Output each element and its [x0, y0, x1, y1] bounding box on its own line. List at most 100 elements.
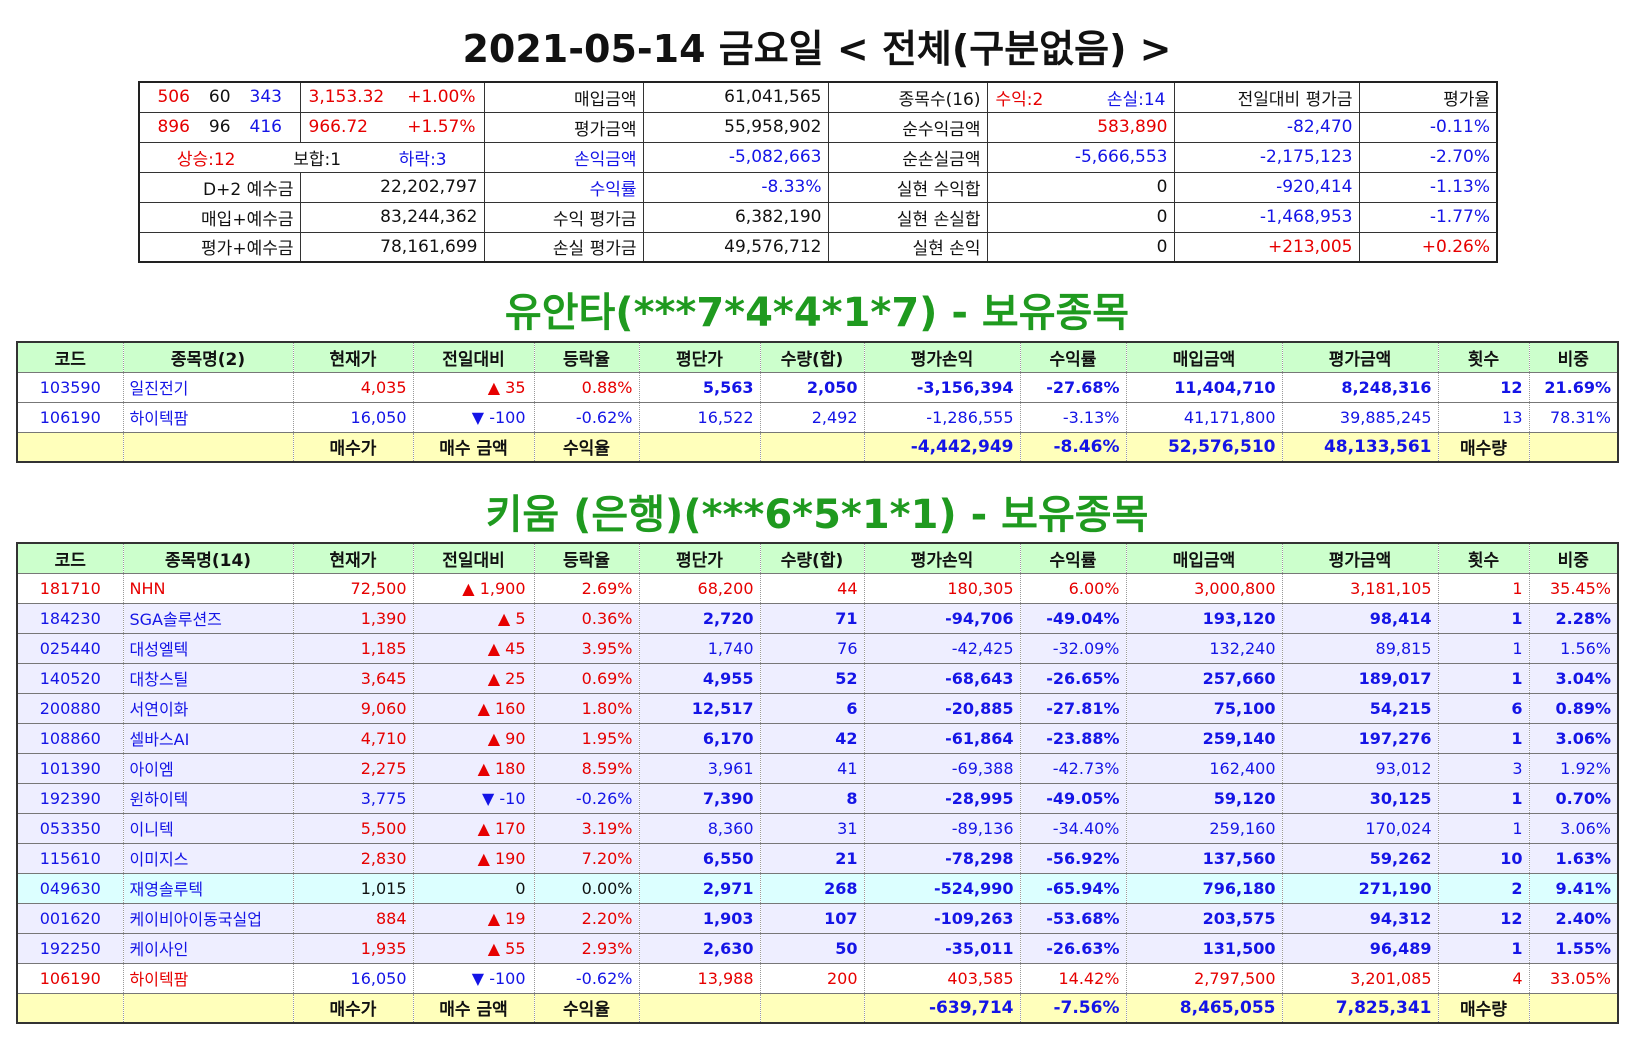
summary-cell: +0.26% — [1358, 231, 1498, 263]
stock-cell: -109,263 — [863, 903, 1021, 934]
stock-cell: 132,240 — [1125, 633, 1283, 664]
summary-cell: -1.77% — [1358, 201, 1498, 233]
stock-cell: 001620 — [16, 903, 124, 934]
stock-cell: 0.70% — [1528, 783, 1619, 814]
stock-cell: 2.69% — [533, 573, 640, 604]
stock-cell: -3,156,394 — [863, 372, 1021, 403]
stock-cell: 1 — [1437, 663, 1530, 694]
stock-row: 108860 셀바스AI 4,710 ▲ 90 1.95% 6,170 42 -61,864-… — [16, 723, 1619, 754]
summary-value: 78,161,699 — [380, 236, 478, 257]
summary-part: 506 — [157, 87, 190, 108]
summary-value: +0.26% — [1421, 236, 1490, 257]
summary-row: 506 60 343 3,153.32 +1.00% 매입금액 61,041,565 종목수(… — [138, 81, 1498, 113]
stock-cell: ▲ 45 — [412, 633, 535, 664]
stock-cell: 192250 — [16, 933, 124, 964]
stock-cell: -49.04% — [1019, 603, 1127, 634]
column-header: 등락율 — [533, 543, 640, 574]
stock-cell: 50 — [759, 933, 865, 964]
stock-cell: -28,995 — [863, 783, 1021, 814]
summary-cell: 수익률 — [483, 171, 644, 203]
summary-cell: 0 — [986, 171, 1175, 203]
stock-cell: ▲ 1,900 — [412, 573, 535, 604]
footer-empty — [638, 993, 761, 1024]
summary-parts: 수익:2 손실:14 — [994, 85, 1168, 110]
column-header: 수익률 — [1019, 342, 1127, 373]
summary-value: -1.77% — [1429, 207, 1490, 227]
column-header: 평가금액 — [1281, 342, 1439, 373]
page-title: 2021-05-14 금요일 < 전체(구분없음) > — [462, 27, 1172, 71]
stock-cell: 6,550 — [638, 843, 761, 874]
stock-cell: -68,643 — [863, 663, 1021, 694]
footer-label: 매수량 — [1437, 432, 1530, 463]
stock-cell: 0.69% — [533, 663, 640, 694]
stock-cell: -3.13% — [1019, 402, 1127, 433]
stock-cell: 21.69% — [1528, 372, 1619, 403]
stock-cell: 6 — [1437, 693, 1530, 724]
column-header: 코드 — [16, 342, 124, 373]
stock-cell: 75,100 — [1125, 693, 1283, 724]
stock-cell: 884 — [292, 903, 414, 934]
stock-cell: 96,489 — [1281, 933, 1439, 964]
summary-value: -5,082,663 — [728, 147, 822, 167]
stock-cell: 271,190 — [1281, 873, 1439, 904]
stock-cell: 403,585 — [863, 963, 1021, 994]
stock-cell: 107 — [759, 903, 865, 934]
stock-cell: 7,390 — [638, 783, 761, 814]
stock-cell: 115610 — [16, 843, 124, 874]
stock-cell: 아이엠 — [122, 753, 294, 784]
stock-cell: 0 — [412, 873, 535, 904]
stock-cell: 16,522 — [638, 402, 761, 433]
summary-part: 수익:2 — [995, 89, 1044, 110]
stock-cell: ▼ -100 — [412, 963, 535, 994]
stock-cell: -65.94% — [1019, 873, 1127, 904]
stock-cell: 200880 — [16, 693, 124, 724]
footer-empty — [1528, 432, 1619, 463]
stock-cell: 1 — [1437, 933, 1530, 964]
stock-cell: 재영솔루텍 — [122, 873, 294, 904]
stock-cell: -53.68% — [1019, 903, 1127, 934]
summary-cell: -2,175,123 — [1173, 141, 1360, 173]
stock-cell: 3.04% — [1528, 663, 1619, 694]
summary-value: -0.11% — [1429, 117, 1490, 137]
stock-cell: 3,961 — [638, 753, 761, 784]
footer-label: 매수 금액 — [412, 993, 535, 1024]
summary-value: -82,470 — [1286, 117, 1353, 137]
column-header: 전일대비 — [412, 342, 535, 373]
footer-value: 52,576,510 — [1125, 432, 1283, 463]
summary-value: 손실 평가금 — [552, 239, 637, 260]
holdings-table: 코드 종목명(2) 현재가 전일대비 등락율 평단가 수량(합) 평가손익 수익률 매입금액 평가금… — [16, 341, 1619, 463]
summary-cell: 실현 수익합 — [827, 171, 988, 203]
summary-cell: 실현 손익 — [827, 231, 988, 263]
summary-value: 0 — [1156, 207, 1168, 227]
stock-cell: 1 — [1437, 813, 1530, 844]
stock-cell: -35,011 — [863, 933, 1021, 964]
stock-cell: ▲ 90 — [412, 723, 535, 754]
summary-cell: 83,244,362 — [299, 201, 485, 233]
summary-part: 966.72 — [308, 117, 368, 137]
stock-cell: 10 — [1437, 843, 1530, 874]
summary-part: 하락:3 — [398, 149, 447, 170]
summary-part: 3,153.32 — [308, 87, 385, 108]
summary-part: 416 — [249, 117, 282, 137]
summary-cell: -0.11% — [1358, 111, 1498, 143]
stock-row: 101390 아이엠 2,275 ▲ 180 8.59% 3,961 41 -69,388 -4… — [16, 753, 1619, 784]
stock-cell: -20,885 — [863, 693, 1021, 724]
stock-cell: 11,404,710 — [1125, 372, 1283, 403]
stock-cell: 93,012 — [1281, 753, 1439, 784]
stock-cell: 1 — [1437, 573, 1530, 604]
stock-cell: 0.00% — [533, 873, 640, 904]
column-header: 현재가 — [292, 543, 414, 574]
summary-cell: 평가금액 — [483, 111, 644, 143]
summary-cell: -920,414 — [1173, 171, 1360, 203]
summary-cell: 실현 손실합 — [827, 201, 988, 233]
column-header: 전일대비 — [412, 543, 535, 574]
summary-value: +213,005 — [1267, 236, 1353, 257]
stock-cell: 2,050 — [759, 372, 865, 403]
stock-row: 184230 SGA솔루션즈 1,390 ▲ 5 0.36% 2,720 71 -94,706… — [16, 603, 1619, 634]
summary-value: 수익 평가금 — [552, 209, 637, 230]
stock-cell: 2.28% — [1528, 603, 1619, 634]
summary-value: -2.70% — [1429, 147, 1490, 167]
summary-value: 0 — [1156, 236, 1168, 257]
stock-cell: 131,500 — [1125, 933, 1283, 964]
summary-cell: -2.70% — [1358, 141, 1498, 173]
